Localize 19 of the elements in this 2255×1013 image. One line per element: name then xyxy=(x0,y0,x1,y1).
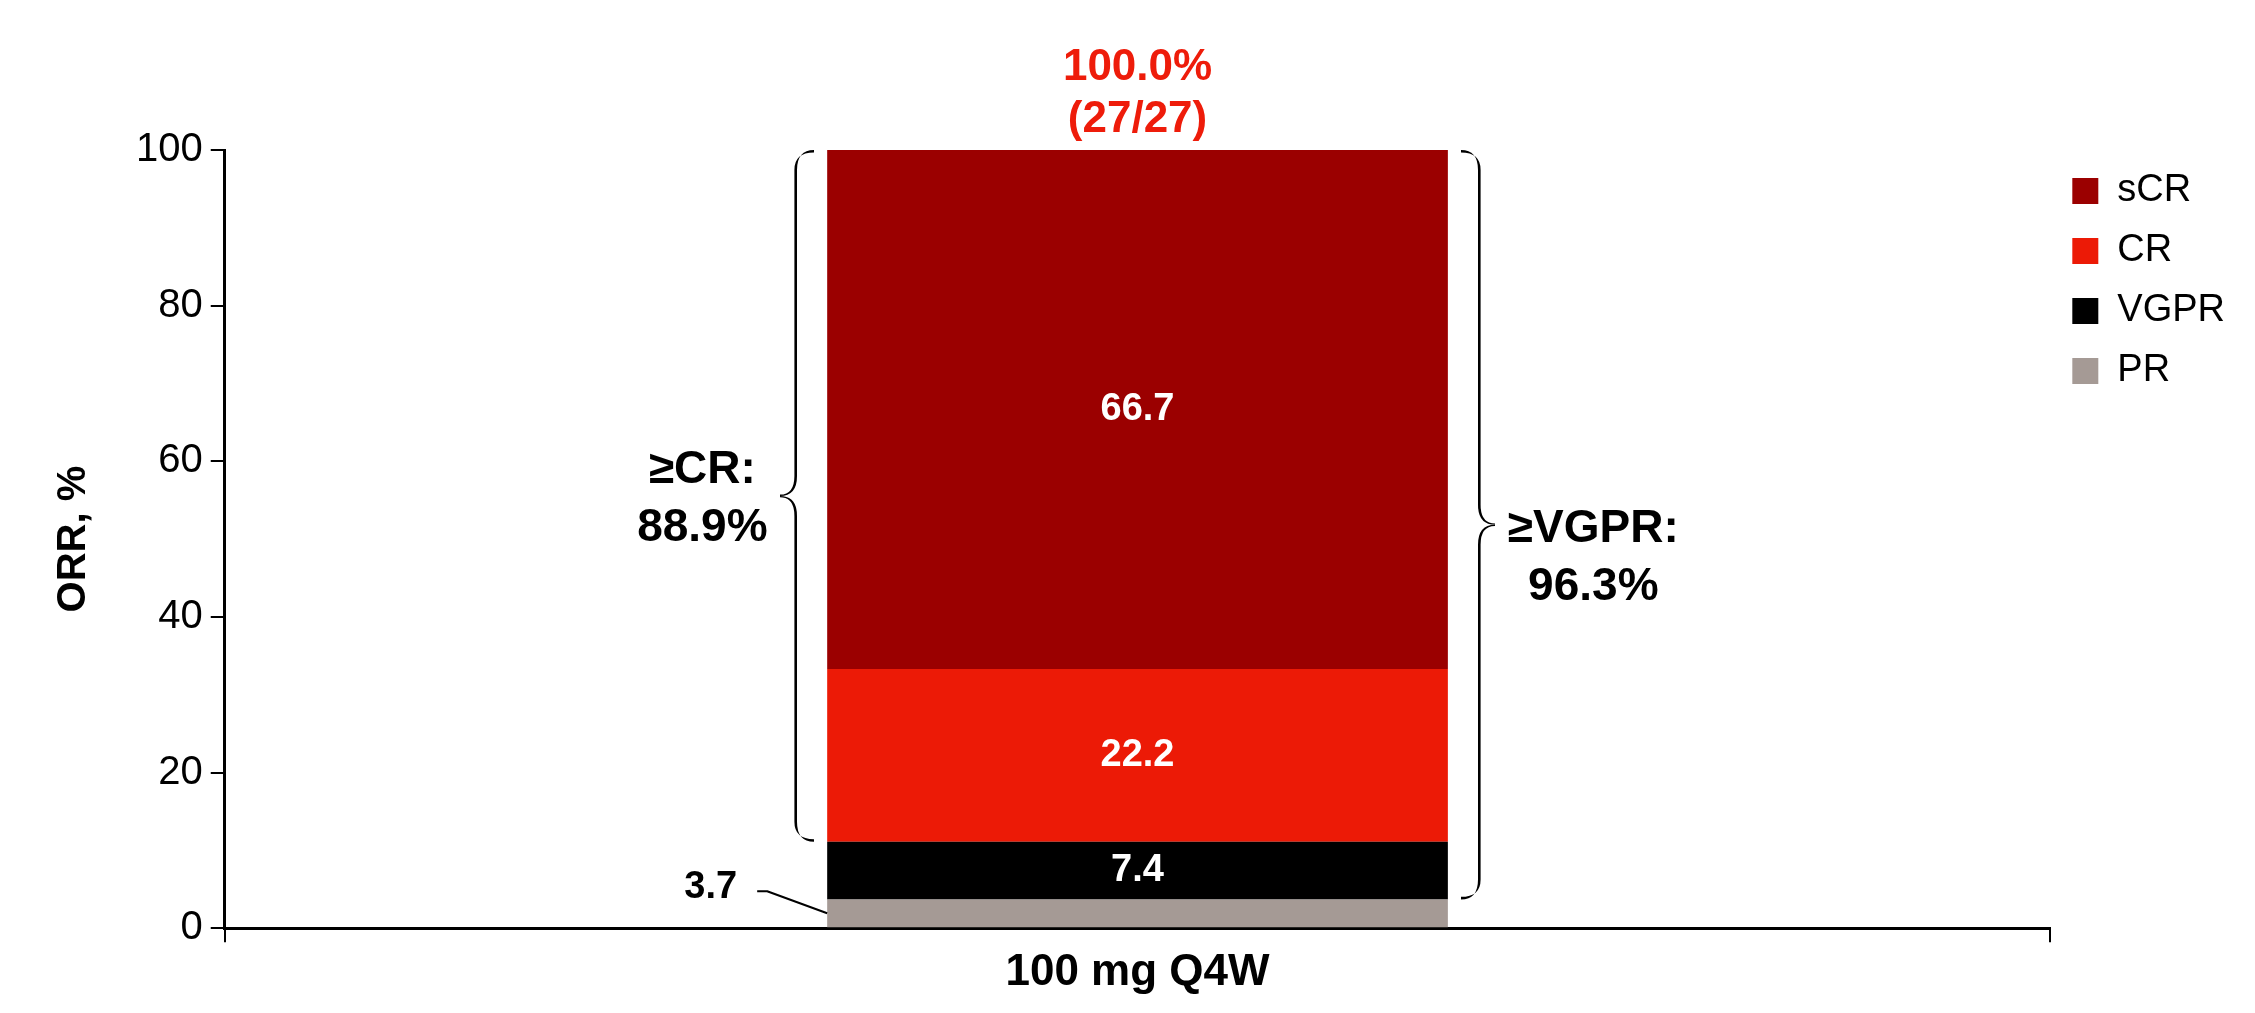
data-label: 7.4 xyxy=(1111,847,1164,890)
y-tick-label: 100 xyxy=(135,125,203,170)
y-tick-label: 0 xyxy=(180,903,203,948)
legend-label: PR xyxy=(2117,347,2171,390)
y-tick-label: 60 xyxy=(158,436,203,481)
y-tick-label: 20 xyxy=(158,747,203,792)
x-tick-label: 100 mg Q4W xyxy=(1005,944,1271,994)
y-axis-title: ORR, % xyxy=(49,465,94,613)
data-label: 66.7 xyxy=(1100,386,1175,429)
data-label: 22.2 xyxy=(1100,731,1175,774)
data-label: 3.7 xyxy=(684,863,738,906)
total-label: 100.0% (27/27) xyxy=(1062,40,1213,142)
y-tick-label: 80 xyxy=(158,280,203,325)
annotation: ≥CR: 88.9% xyxy=(637,439,768,553)
legend-label: sCR xyxy=(2117,167,2192,210)
legend-label: VGPR xyxy=(2117,287,2226,330)
legend-label: CR xyxy=(2117,227,2173,270)
annotation: ≥VGPR: 96.3% xyxy=(1507,498,1679,612)
y-tick-label: 40 xyxy=(158,591,203,636)
